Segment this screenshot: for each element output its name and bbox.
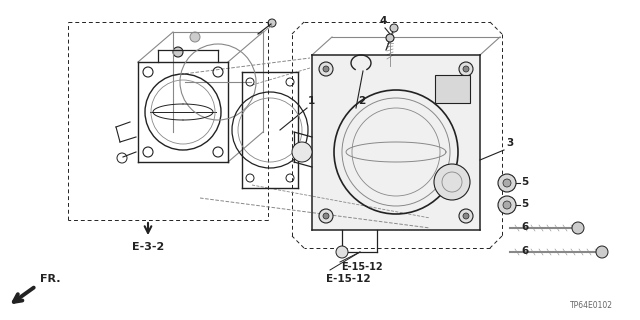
Circle shape [319, 209, 333, 223]
Circle shape [268, 19, 276, 27]
Circle shape [596, 246, 608, 258]
Text: 6: 6 [521, 222, 528, 232]
Text: FR.: FR. [40, 274, 61, 284]
Circle shape [386, 34, 394, 42]
Circle shape [190, 32, 200, 42]
Circle shape [498, 196, 516, 214]
Text: E-3-2: E-3-2 [132, 242, 164, 252]
Circle shape [323, 213, 329, 219]
Text: 6: 6 [521, 246, 528, 256]
Text: 3: 3 [506, 138, 513, 148]
Circle shape [390, 24, 398, 32]
Circle shape [292, 142, 312, 162]
Circle shape [498, 174, 516, 192]
Text: 4: 4 [380, 16, 387, 26]
Circle shape [503, 201, 511, 209]
Bar [435, 75, 470, 103]
Circle shape [319, 62, 333, 76]
Circle shape [463, 213, 469, 219]
Text: 1: 1 [308, 96, 316, 106]
Text: 2: 2 [358, 96, 365, 106]
Circle shape [503, 179, 511, 187]
Circle shape [572, 222, 584, 234]
Circle shape [459, 209, 473, 223]
Text: E-15-12: E-15-12 [341, 262, 383, 272]
Circle shape [463, 66, 469, 72]
Circle shape [434, 164, 470, 200]
Text: 5: 5 [521, 199, 528, 209]
Text: TP64E0102: TP64E0102 [570, 301, 613, 310]
Bar [312, 55, 480, 230]
Text: 5: 5 [521, 177, 528, 187]
Circle shape [173, 47, 183, 57]
Circle shape [459, 62, 473, 76]
Text: E-15-12: E-15-12 [326, 274, 371, 284]
Circle shape [336, 246, 348, 258]
Circle shape [323, 66, 329, 72]
